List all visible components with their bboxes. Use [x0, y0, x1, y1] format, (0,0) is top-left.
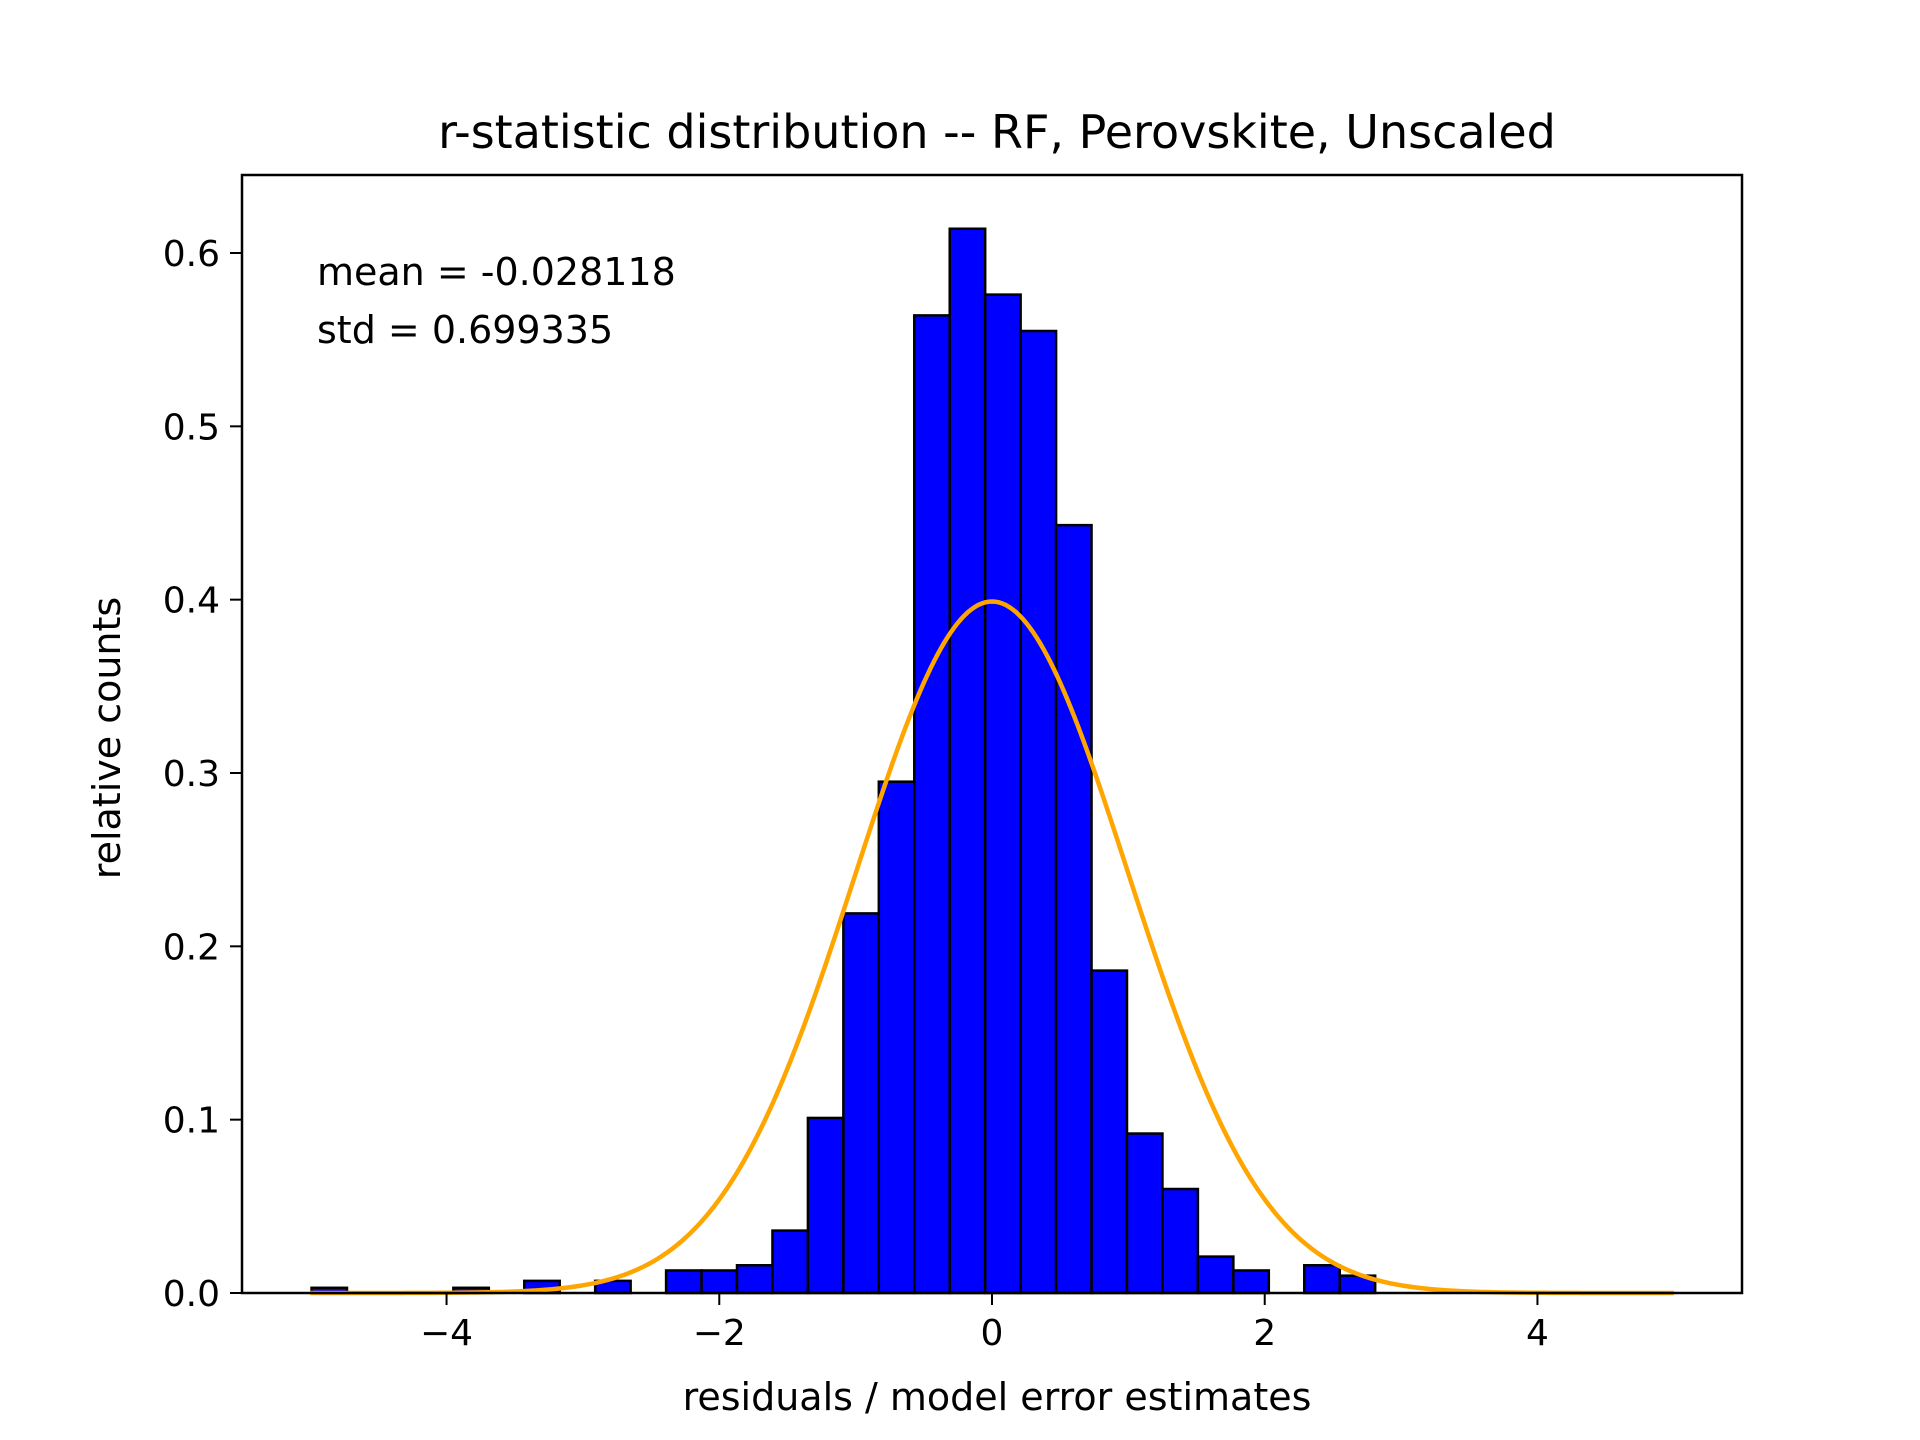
histogram-bar [913, 314, 951, 1295]
x-tick-label: 0 [981, 1313, 1004, 1354]
y-tick-label: 0.3 [163, 754, 220, 795]
y-tick-label: 0.4 [163, 581, 220, 622]
histogram-bar [1303, 1264, 1341, 1295]
x-tick-label: 2 [1253, 1313, 1276, 1354]
y-tick-label: 0.2 [163, 927, 220, 968]
y-tick-label: 0.6 [163, 234, 220, 275]
histogram-bar [735, 1264, 774, 1295]
y-tick-label: 0.5 [163, 407, 220, 448]
mean-annotation: mean = -0.028118 [317, 250, 676, 294]
y-axis-ticks: 0.0 0.1 0.2 0.3 0.4 0.5 0.6 [163, 234, 242, 1315]
chart-title: r-statistic distribution -- RF, Perovski… [438, 105, 1556, 159]
histogram-bar [877, 780, 916, 1295]
histogram-bar [1054, 523, 1093, 1295]
histogram-bar [1196, 1255, 1235, 1295]
histogram-bars [310, 227, 1377, 1295]
histogram-bar [1125, 1132, 1164, 1295]
x-axis-ticks: −4 −2 0 2 4 [420, 1293, 1549, 1354]
histogram-bar [1161, 1187, 1200, 1295]
y-tick-label: 0.0 [163, 1274, 220, 1315]
x-tick-label: 4 [1526, 1313, 1549, 1354]
histogram-bar [1090, 969, 1129, 1295]
histogram-bar [983, 293, 1022, 1295]
histogram-bar [842, 912, 881, 1295]
normal-curve-layer [310, 599, 1674, 1296]
histogram-bar [948, 227, 987, 1295]
x-tick-label: −4 [420, 1313, 473, 1354]
histogram-bar [664, 1269, 703, 1295]
histogram-bar [1019, 329, 1058, 1295]
histogram-bar [700, 1269, 739, 1295]
x-tick-label: −2 [693, 1313, 746, 1354]
histogram-bar [1232, 1269, 1271, 1295]
histogram-bar [806, 1116, 845, 1295]
histogram-bar [771, 1229, 810, 1295]
y-axis-label: relative counts [85, 597, 129, 879]
y-tick-label: 0.1 [163, 1101, 220, 1142]
x-axis-label: residuals / model error estimates [683, 1375, 1312, 1419]
normal-curve-line [310, 599, 1674, 1296]
std-annotation: std = 0.699335 [317, 308, 613, 352]
